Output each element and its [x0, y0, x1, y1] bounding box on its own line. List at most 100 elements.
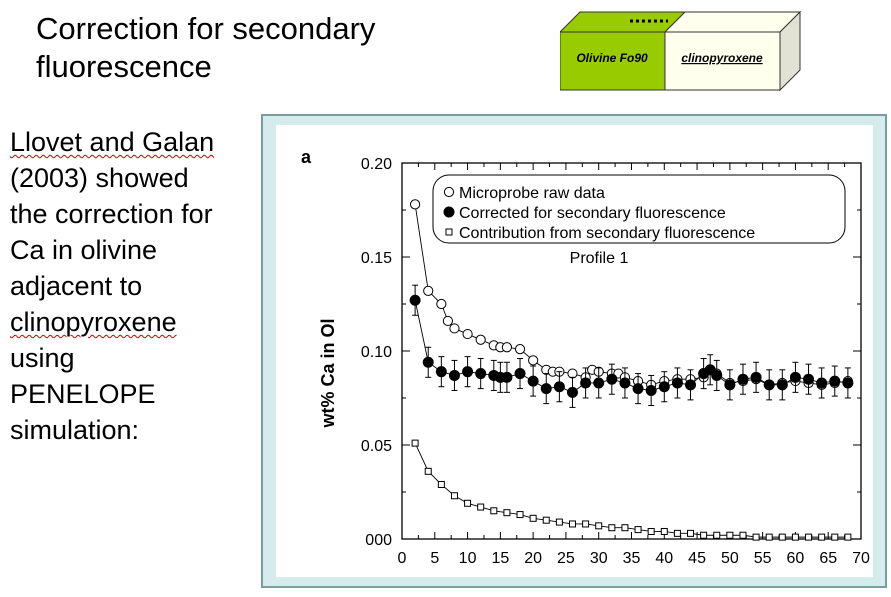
contribution-data-point [621, 524, 629, 532]
mineral-block-diagram: Olivine Fo90 clinopyroxene [558, 10, 805, 92]
contribution-data-point [477, 503, 485, 511]
body-line: the correction for [10, 199, 213, 229]
raw-data-point [449, 323, 460, 334]
profile-annotation: Profile 1 [570, 250, 629, 267]
figure-frame: 0 5 10 15 20 25 30 35 40 45 50 55 60 65 70 000 0.05 0.10 0… [261, 114, 887, 588]
x-tick-label: 0 [398, 550, 407, 567]
olivine-front-face [559, 31, 666, 91]
contribution-data-point [568, 520, 576, 528]
body-line: using [10, 343, 75, 373]
x-tick-label: 60 [787, 550, 805, 567]
corrected-data-point [632, 383, 644, 395]
figure-panel: 0 5 10 15 20 25 30 35 40 45 50 55 60 65 70 000 0.05 0.10 0… [276, 125, 873, 577]
contribution-data-point [608, 524, 616, 532]
olivine-label: Olivine Fo90 [576, 51, 648, 65]
x-tick-label: 10 [459, 550, 477, 567]
y-tick-label: 0.20 [361, 156, 392, 173]
contribution-data-point [503, 509, 511, 517]
raw-data-point [423, 285, 434, 296]
legend-box [432, 174, 846, 244]
raw-data-point [528, 355, 539, 366]
x-tick-label: 15 [491, 550, 509, 567]
contribution-data-point [805, 533, 813, 541]
contribution-data-point [713, 531, 721, 539]
corrected-data-point [580, 377, 592, 389]
corrected-data-point [593, 377, 605, 389]
contribution-data-point [739, 531, 747, 539]
raw-data-point [475, 334, 486, 345]
contribution-data-point [660, 527, 668, 535]
y-tick-label: 0.15 [361, 250, 392, 267]
y-tick-label: 0.10 [361, 344, 392, 361]
contribution-data-point [791, 533, 799, 541]
corrected-data-point [645, 384, 657, 396]
x-tick-label: 30 [590, 550, 608, 567]
x-tick-label: 55 [754, 550, 772, 567]
ca-profile-chart: 0 5 10 15 20 25 30 35 40 45 50 55 60 65 70 000 0.05 0.10 0… [301, 147, 870, 567]
x-tick-label: 70 [852, 550, 870, 567]
contribution-data-point [818, 533, 826, 541]
corrected-data-point [803, 373, 815, 385]
body-line: Ca in olivine [10, 235, 158, 265]
corrected-data-point [514, 368, 526, 380]
raw-data-point [436, 298, 447, 310]
contribution-data-point [844, 533, 852, 541]
contribution-data-point [424, 467, 432, 475]
corrected-data-point [462, 366, 474, 378]
x-tick-label: 20 [524, 550, 542, 567]
corrected-data-point [750, 371, 762, 383]
x-tick-label: 40 [655, 550, 673, 567]
panel-label: a [301, 147, 312, 167]
corrected-data-point [816, 377, 828, 389]
contribution-data-point [450, 492, 458, 500]
corrected-data-point [475, 368, 487, 380]
contribution-data-point [765, 533, 773, 541]
slide-title: Correction for secondary fluorescence [36, 11, 376, 84]
legend-entry: Corrected for secondary fluorescence [459, 205, 726, 222]
x-tick-label: 50 [721, 550, 739, 567]
contribution-data-point [647, 527, 655, 535]
contribution-data-point [634, 526, 642, 534]
corrected-data-point [527, 375, 539, 387]
corrected-data-point [606, 373, 618, 385]
corrected-data-point [829, 375, 841, 387]
series-open-square [411, 439, 852, 541]
corrected-data-point [724, 379, 736, 391]
contribution-data-point [490, 507, 498, 515]
body-line: clinopyroxene [10, 307, 177, 337]
corrected-data-point [448, 369, 460, 381]
legend-entry: Microprobe raw data [459, 185, 605, 202]
raw-data-point [443, 186, 455, 198]
corrected-data-point [422, 356, 434, 368]
raw-data-point [442, 315, 453, 327]
contribution-data-point [726, 531, 734, 539]
x-tick-label: 45 [688, 550, 706, 567]
raw-data-point [501, 342, 513, 353]
corrected-data-point [443, 206, 455, 218]
cpx-label: clinopyroxene [681, 51, 763, 65]
contribution-data-point [687, 529, 695, 537]
x-tick-label: 5 [430, 550, 439, 567]
series-filled-circle [409, 284, 854, 408]
cpx-top-face [663, 11, 802, 33]
contribution-data-point [673, 529, 681, 537]
corrected-data-point [619, 377, 631, 389]
corrected-data-point [671, 377, 683, 389]
body-line: simulation: [10, 415, 140, 445]
x-tick-label: 25 [557, 550, 575, 567]
corrected-data-point [776, 379, 788, 391]
cpx-front-face [664, 31, 781, 91]
corrected-data-point [540, 383, 552, 395]
contribution-data-point [411, 439, 419, 447]
y-tick-label: 0.05 [361, 438, 392, 455]
contribution-data-point [437, 480, 445, 488]
body-line: adjacent to [10, 271, 143, 301]
contribution-data-point [752, 533, 760, 541]
series-line [414, 442, 848, 538]
corrected-data-point [763, 379, 775, 391]
legend-entry: Contribution from secondary fluorescence [459, 225, 755, 242]
corrected-data-point [711, 369, 723, 381]
corrected-data-point [737, 373, 749, 385]
contribution-data-point [778, 533, 786, 541]
contribution-data-point [582, 520, 590, 528]
